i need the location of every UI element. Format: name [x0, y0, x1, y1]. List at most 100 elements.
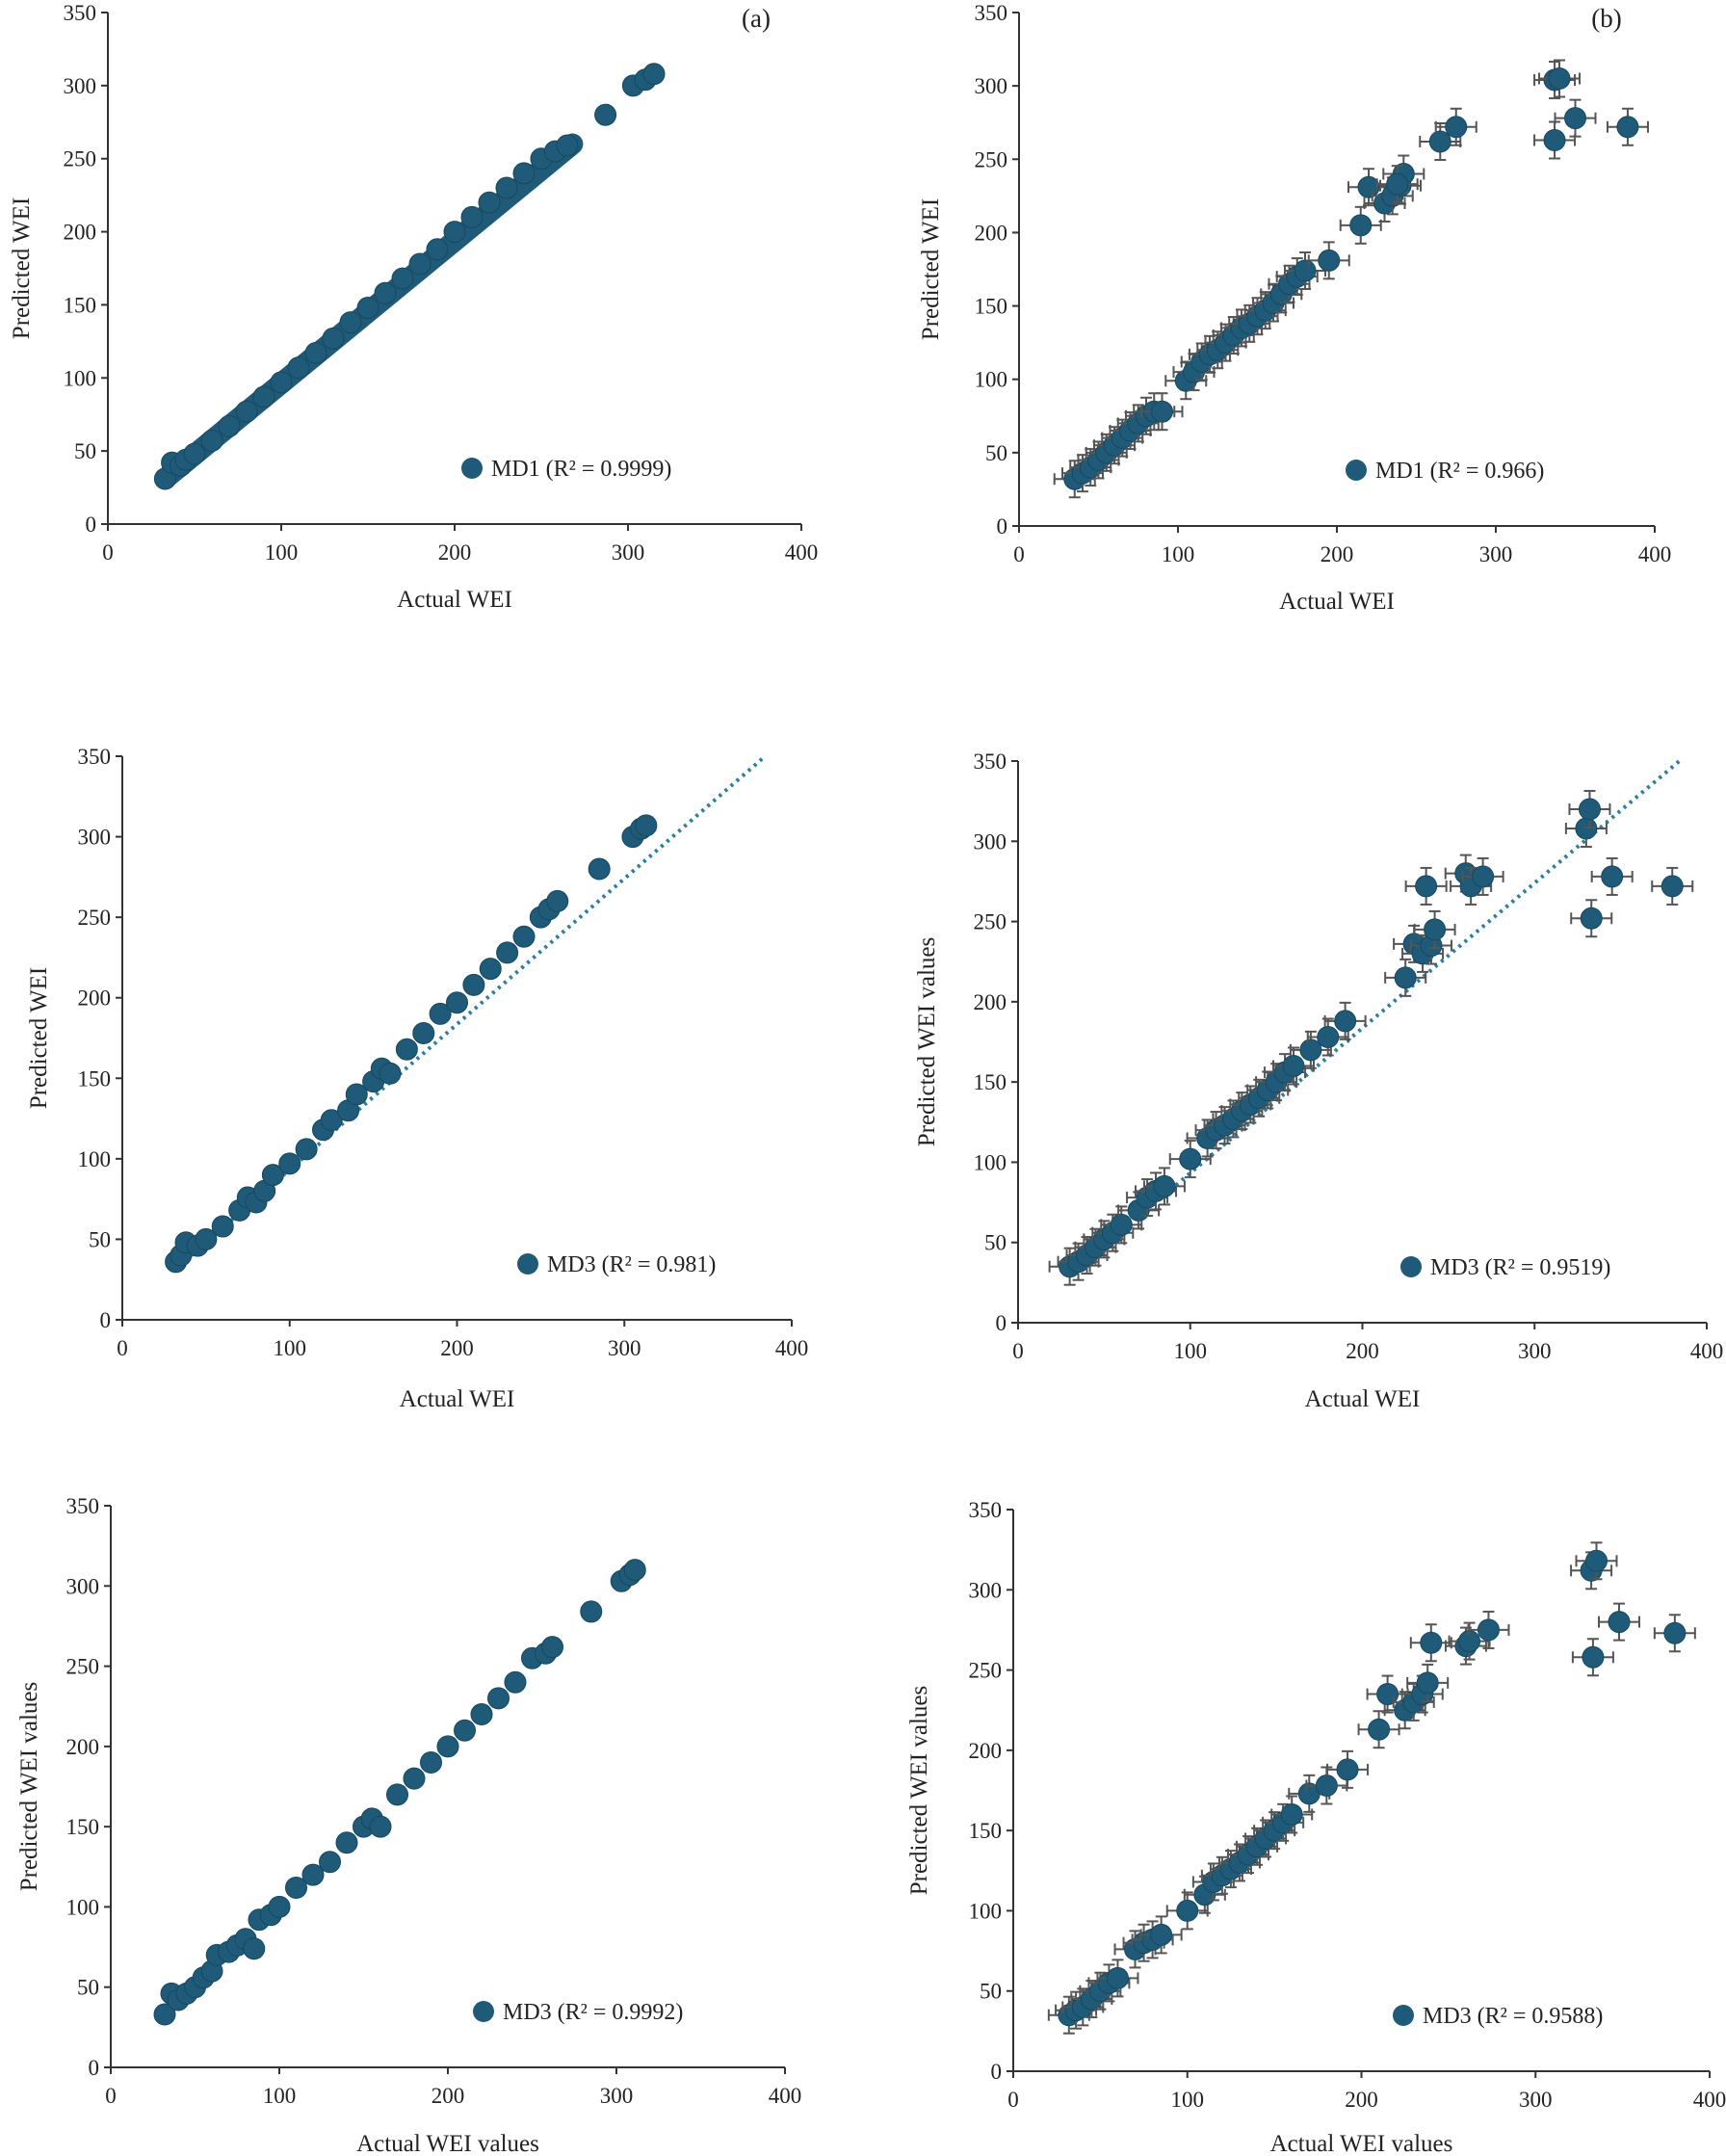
y-tick-label: 150 [64, 293, 97, 317]
data-point [1315, 1775, 1338, 1798]
y-axis-label: Predicted WEI [9, 197, 35, 339]
data-point [374, 281, 397, 304]
data-point [588, 857, 611, 881]
data-point [345, 1083, 368, 1106]
legend-label: MD1 (R² = 0.966) [1375, 459, 1544, 484]
y-tick-label: 350 [969, 1498, 1003, 1522]
y-axis-label: Predicted WEI [918, 198, 944, 340]
legend: MD3 (R² = 0.9519) [1400, 1255, 1610, 1280]
x-tick-label: 0 [1013, 542, 1025, 566]
data-point [218, 414, 241, 437]
data-point [285, 1876, 307, 1899]
data-point [1661, 875, 1684, 898]
panel-label: (b) [1591, 4, 1621, 33]
y-tick-label: 0 [100, 1308, 112, 1332]
y-tick-label: 100 [66, 1895, 100, 1919]
data-point [1110, 1213, 1133, 1236]
data-point [541, 1636, 563, 1659]
y-tick-label: 300 [969, 1578, 1003, 1602]
data-point [487, 1687, 510, 1710]
data-point [1282, 1054, 1305, 1077]
data-point [1416, 1671, 1439, 1695]
data-point [379, 1062, 402, 1085]
data-point [183, 442, 206, 465]
data-point [1548, 67, 1571, 91]
data-point [512, 162, 536, 185]
x-tick-label: 400 [769, 2084, 802, 2108]
y-tick-label: 250 [78, 906, 112, 930]
data-point [195, 1227, 218, 1250]
y-tick-label: 50 [985, 441, 1007, 465]
y-axis-label: Predicted WEI [26, 967, 52, 1109]
data-point [386, 1783, 408, 1806]
chart-panel-2: 0 50 100 150 200 250 300 350 0 100 200 300 400 Actual… [918, 1, 1671, 615]
data-point [495, 176, 518, 199]
y-axis-label: Predicted WEI values [906, 1686, 932, 1896]
data-point [304, 341, 327, 364]
y-tick-label: 200 [66, 1735, 100, 1759]
data-point [446, 991, 468, 1014]
y-tick-label: 150 [969, 1819, 1003, 1843]
data-point [200, 430, 223, 453]
x-tick-label: 100 [1174, 1339, 1208, 1363]
x-tick-label: 400 [1638, 542, 1672, 566]
y-tick-label: 200 [975, 221, 1008, 245]
data-point [443, 221, 466, 244]
x-tick-label: 100 [263, 2084, 297, 2108]
data-point [1394, 966, 1417, 989]
data-point [1299, 1039, 1322, 1062]
data-point [1179, 1147, 1202, 1170]
data-point [278, 1152, 301, 1175]
data-point [1608, 1611, 1631, 1634]
x-tick-label: 200 [1321, 542, 1354, 566]
y-tick-label: 100 [969, 1899, 1003, 1923]
data-point [635, 814, 658, 837]
data-point [470, 1703, 493, 1726]
y-tick-label: 200 [64, 221, 97, 245]
y-axis-label: Predicted WEI values [914, 937, 940, 1147]
x-tick-label: 400 [1690, 1339, 1724, 1363]
y-tick-label: 50 [984, 1231, 1007, 1255]
y-tick-label: 150 [975, 295, 1008, 319]
data-point [403, 1767, 426, 1790]
data-point [1280, 1802, 1303, 1826]
x-tick-label: 0 [102, 540, 114, 565]
x-axis-label: Actual WEI values [1270, 2131, 1453, 2156]
x-tick-label: 300 [608, 1336, 641, 1360]
chart-panel-1: 0 50 100 150 200 250 300 350 0 100 200 300 400 Actual… [9, 1, 818, 613]
data-point [462, 973, 485, 996]
y-tick-label: 300 [64, 74, 97, 98]
x-tick-label: 0 [105, 2084, 117, 2108]
y-tick-label: 350 [78, 745, 112, 769]
data-point [1582, 1645, 1605, 1669]
data-point [1176, 1899, 1199, 1922]
y-tick-label: 50 [89, 1227, 111, 1251]
data-point [1458, 1630, 1481, 1653]
panel-label: (a) [742, 4, 771, 33]
data-point [356, 296, 379, 319]
legend-marker [461, 458, 483, 479]
data-point [412, 1021, 435, 1044]
data-point [243, 1937, 266, 1960]
y-tick-label: 350 [64, 1, 97, 25]
data-point [1318, 249, 1341, 272]
y-tick-label: 200 [969, 1739, 1003, 1763]
data-point [556, 134, 579, 157]
data-point [1477, 1618, 1500, 1642]
y-tick-label: 150 [66, 1815, 100, 1839]
data-point [335, 1831, 358, 1854]
x-tick-label: 200 [438, 540, 472, 565]
legend-marker [1346, 460, 1367, 481]
y-tick-label: 250 [974, 910, 1007, 934]
legend: MD3 (R² = 0.9588) [1393, 2004, 1603, 2029]
y-tick-label: 0 [991, 2060, 1003, 2084]
data-point [1472, 865, 1495, 888]
y-tick-label: 250 [969, 1659, 1003, 1683]
y-tick-label: 350 [975, 1, 1008, 25]
y-tick-label: 200 [78, 986, 112, 1011]
data-point [1151, 400, 1173, 423]
y-tick-label: 250 [66, 1655, 100, 1679]
x-tick-label: 200 [440, 1336, 474, 1360]
y-tick-label: 0 [996, 1311, 1007, 1335]
data-point [512, 925, 536, 948]
